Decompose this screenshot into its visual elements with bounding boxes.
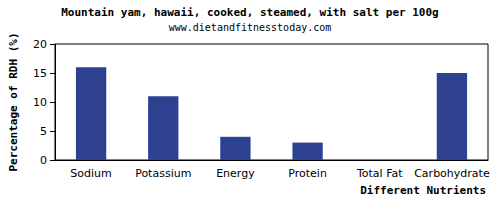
- svg-text:Total Fat: Total Fat: [356, 167, 403, 180]
- svg-text:Percentage of RDH (%): Percentage of RDH (%): [7, 32, 20, 171]
- svg-text:Sodium: Sodium: [70, 167, 111, 180]
- svg-text:Mountain yam, hawaii, cooked,: Mountain yam, hawaii, cooked, steamed, w…: [61, 6, 439, 19]
- svg-text:15: 15: [33, 67, 47, 80]
- svg-text:0: 0: [40, 154, 47, 167]
- svg-text:Potassium: Potassium: [135, 167, 191, 180]
- svg-text:20: 20: [33, 38, 47, 51]
- svg-text:10: 10: [33, 96, 47, 109]
- svg-text:5: 5: [40, 125, 47, 138]
- svg-text:www.dietandfitnesstoday.com: www.dietandfitnesstoday.com: [169, 22, 332, 33]
- svg-text:Carbohydrate: Carbohydrate: [414, 167, 490, 180]
- svg-text:Different Nutrients: Different Nutrients: [360, 184, 486, 197]
- svg-text:Energy: Energy: [216, 167, 255, 180]
- svg-text:Protein: Protein: [288, 167, 327, 180]
